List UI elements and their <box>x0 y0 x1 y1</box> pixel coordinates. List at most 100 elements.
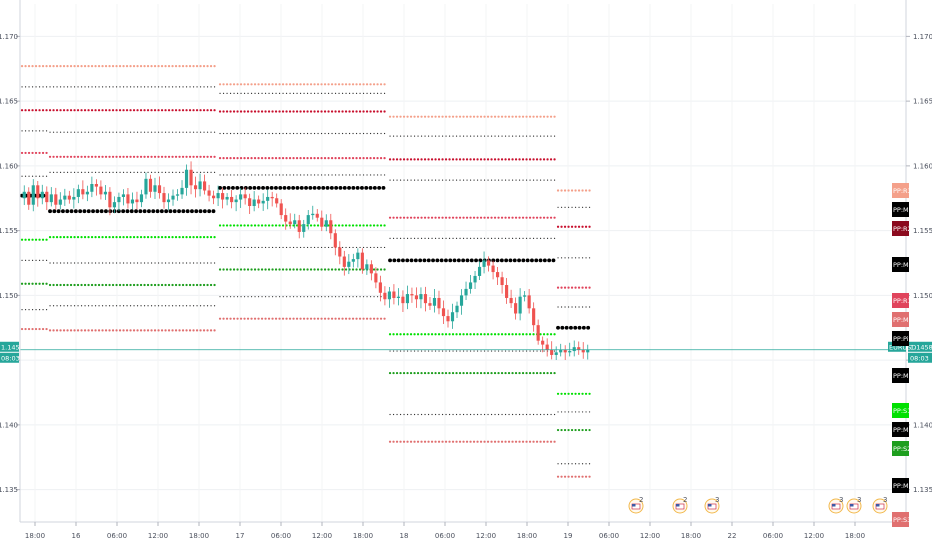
candle-body <box>550 349 554 355</box>
flag-canton <box>876 504 880 507</box>
x-tick-label: 12:00 <box>476 532 496 540</box>
x-tick-label: 12:00 <box>148 532 168 540</box>
candle-body <box>387 291 391 300</box>
pivot-tag-label: PP:S3 <box>893 516 911 524</box>
candle-body <box>568 351 572 353</box>
candle-body <box>414 295 419 300</box>
candle-body <box>148 178 153 192</box>
candle-body <box>581 349 585 353</box>
candle-body <box>85 191 89 195</box>
candle-body <box>514 303 518 314</box>
y-tick-label-left: 1.140 <box>0 421 18 429</box>
candle-body <box>360 252 364 270</box>
candle-body <box>577 347 581 350</box>
candle-body <box>541 340 545 345</box>
candle-body <box>369 264 373 274</box>
candle-body <box>320 217 324 227</box>
candle-body <box>383 292 387 300</box>
candle-body <box>378 282 382 293</box>
candle-body <box>441 308 446 317</box>
candle-body <box>266 196 270 201</box>
y-tick-label-left: 1.155 <box>0 227 18 235</box>
candle-body <box>333 233 337 248</box>
candle-body <box>396 296 400 298</box>
pivot-tag-m4 <box>892 257 909 272</box>
y-tick-label-right: 1.17000 <box>913 33 932 41</box>
candle-body <box>90 184 94 192</box>
event-count: 2 <box>639 496 643 504</box>
pivot-tag-label: PP:M0 <box>893 482 913 490</box>
candle-body <box>108 191 112 208</box>
x-tick-label: 06:00 <box>763 532 783 540</box>
candle-body <box>36 185 40 199</box>
candle-body <box>329 220 333 234</box>
economic-event-markers[interactable]: 2 2 3 3 3 3 <box>628 496 888 514</box>
event-count: 3 <box>715 496 719 504</box>
candle-body <box>446 316 450 322</box>
flag-canton <box>708 504 712 507</box>
candle-body <box>365 264 369 270</box>
candle-body <box>193 185 198 190</box>
candle-body <box>450 312 455 322</box>
candle-body <box>455 305 459 313</box>
x-tick-label: 18:00 <box>845 532 865 540</box>
flag-canton <box>632 504 636 507</box>
candle-body <box>279 203 283 216</box>
right-axis-tags: 1.145 08:03 1.14581 08:03 EURUSD PP:R3 PP:M5 PP… <box>0 183 932 527</box>
left-price-tag <box>0 341 19 352</box>
candle-body <box>63 195 67 200</box>
pivot-levels <box>20 65 592 478</box>
candle-body <box>171 195 175 200</box>
candle-body <box>496 272 500 278</box>
pivot-tag-label: PP:R1 <box>893 297 912 305</box>
x-tick-label: 17 <box>236 532 245 540</box>
candle-body <box>523 295 527 297</box>
pivot-tag-label: PP:S2 <box>893 445 911 453</box>
y-tick-label-right: 1.16000 <box>913 162 932 170</box>
x-tick-label: 12:00 <box>312 532 332 540</box>
right-price-value: 1.14581 <box>910 343 932 351</box>
pivot-tag-r3 <box>892 183 909 198</box>
candle-body <box>99 186 103 195</box>
candle-body <box>126 194 130 204</box>
pivot-tag-label: PP:Pivot <box>893 335 919 343</box>
candle-body <box>405 294 410 304</box>
candle-body <box>351 259 355 262</box>
x-tick-label: 18:00 <box>517 532 537 540</box>
candle-body <box>473 275 477 283</box>
right-countdown-value: 08:03 <box>910 354 929 362</box>
candle-body <box>162 193 166 203</box>
x-tick-label: 06:00 <box>435 532 455 540</box>
candle-body <box>166 199 171 203</box>
candle-body <box>139 194 144 203</box>
y-tick-label-right: 1.14000 <box>913 421 932 429</box>
right-price-tag <box>908 341 932 352</box>
x-tick-label: 06:00 <box>107 532 127 540</box>
candle-body <box>518 296 522 314</box>
candle-body <box>288 221 292 225</box>
pivot-tag-s1 <box>892 403 909 418</box>
pivot-tag-m3 <box>892 312 909 327</box>
pivot-tag-m1 <box>892 422 909 437</box>
candle-body <box>572 347 576 352</box>
pivot-tag-label: PP:M4 <box>893 261 913 269</box>
candle-body <box>464 288 468 296</box>
candle-body <box>527 295 531 309</box>
candle-body <box>76 189 80 197</box>
candle-body <box>311 213 315 216</box>
candle-body <box>49 194 53 203</box>
candle-body <box>198 181 202 190</box>
candle-body <box>243 194 247 199</box>
candle-body <box>257 199 261 204</box>
candle-body <box>491 265 495 273</box>
pivot-tag-label: PP:M2 <box>893 372 913 380</box>
y-tick-label-right: 1.13500 <box>913 486 932 494</box>
event-count: 3 <box>883 496 887 504</box>
pivot-tag-label: PP:S1 <box>893 407 911 415</box>
pivot-tag-s3 <box>892 512 909 527</box>
candle-body <box>559 349 563 353</box>
candle-body <box>374 273 378 283</box>
candle-body <box>112 202 116 208</box>
